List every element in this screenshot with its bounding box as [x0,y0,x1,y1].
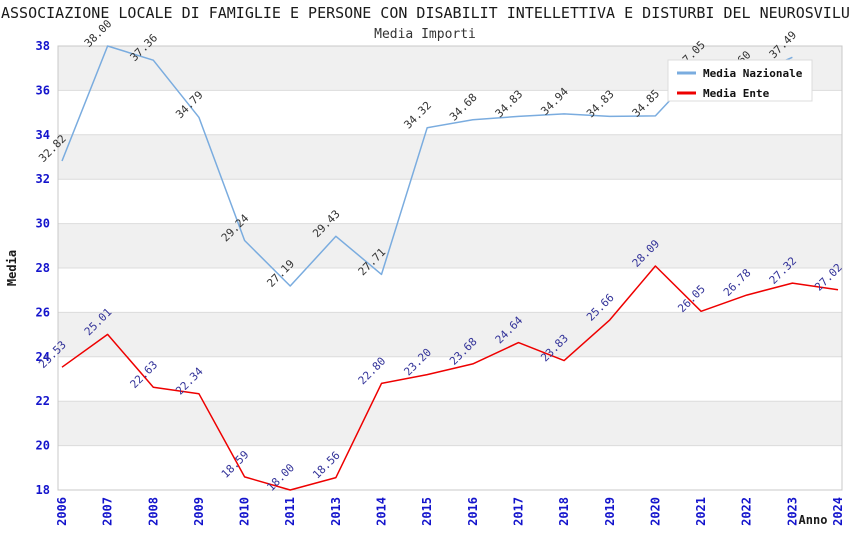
y-tick-label: 30 [36,217,50,231]
x-tick-label: 2021 [694,497,708,526]
x-tick-label: 2015 [420,497,434,526]
x-tick-label: 2006 [55,497,69,526]
x-tick-label: 2017 [511,497,525,526]
legend-label: Media Ente [703,87,770,100]
x-tick-label: 2019 [603,497,617,526]
x-tick-label: 2014 [375,497,389,526]
y-tick-label: 24 [36,350,50,364]
x-tick-label: 2009 [192,497,206,526]
y-tick-label: 32 [36,172,50,186]
x-tick-label: 2007 [101,497,115,526]
plot-band [58,134,842,180]
plot-band [58,401,842,446]
plot-band [58,268,842,313]
x-tick-label: 2011 [283,497,297,526]
x-tick-label: 2018 [557,497,571,526]
plot-border [57,45,843,491]
x-tick-label: 2022 [740,497,754,526]
plot-band [58,179,842,224]
y-tick-label: 38 [36,39,50,53]
y-tick-label: 18 [36,483,50,497]
data-label: 38.00 [82,17,115,50]
x-tick-label: 2020 [648,497,662,526]
plot-band [58,223,842,268]
y-tick-label: 20 [36,439,50,453]
x-tick-label: 2023 [785,497,799,526]
legend-label: Media Nazionale [703,67,803,80]
y-tick-label: 34 [36,128,50,142]
x-tick-label: 2008 [146,497,160,526]
plot-band [58,312,842,357]
series-line-media-ente [61,265,839,491]
y-tick-label: 26 [36,305,50,319]
y-axis-title: Media [5,250,19,286]
x-tick-label: 2010 [238,497,252,526]
x-tick-label: 2013 [329,497,343,526]
x-tick-label: 2024 [831,497,845,526]
x-tick-label: 2016 [466,497,480,526]
chart-title: ASSOCIAZIONE LOCALE DI FAMIGLIE E PERSON… [1,4,850,22]
chart-subtitle: Media Importi [374,27,476,42]
y-tick-label: 36 [36,83,50,97]
y-tick-label: 28 [36,261,50,275]
y-tick-label: 22 [36,394,50,408]
plot-band [58,445,842,490]
x-axis-title: Anno [799,513,828,527]
plot-band [58,356,842,402]
